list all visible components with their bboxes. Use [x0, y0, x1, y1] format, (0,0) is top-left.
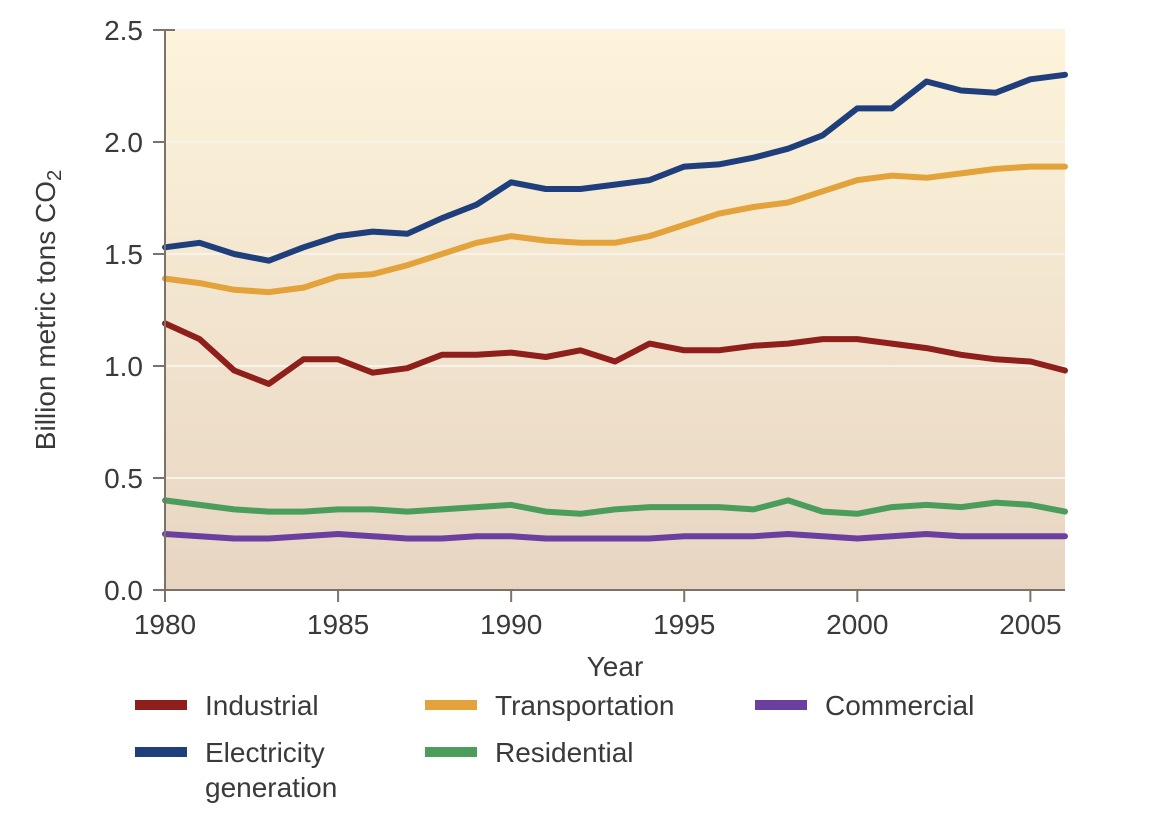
legend-label: Transportation	[495, 688, 675, 723]
y-tick-label: 2.0	[104, 127, 143, 158]
co2-emissions-chart: 0.0 0.5 1.0 1.5 2.0 2.5 1980 1985 1990 1995 2000 20…	[0, 0, 1154, 814]
legend-label: Residential	[495, 735, 634, 770]
legend-label: Commercial	[825, 688, 974, 723]
legend-label: Electricitygeneration	[205, 735, 337, 805]
x-tick-label: 1990	[480, 609, 542, 640]
x-tick-label: 1985	[307, 609, 369, 640]
legend-item: Electricitygeneration	[135, 735, 425, 805]
y-tick-label: 1.5	[104, 239, 143, 270]
y-axis-label: Billion metric tons CO2	[30, 170, 66, 450]
legend-item: Transportation	[425, 688, 755, 723]
chart-svg: 0.0 0.5 1.0 1.5 2.0 2.5 1980 1985 1990 1995 2000 20…	[0, 0, 1154, 680]
legend-item: Residential	[425, 735, 755, 805]
x-tick-label: 1995	[653, 609, 715, 640]
legend-item: Commercial	[755, 688, 1015, 723]
x-axis-label: Year	[587, 651, 644, 680]
legend-swatch	[135, 700, 187, 710]
x-tick-label: 1980	[134, 609, 196, 640]
legend-swatch	[425, 747, 477, 757]
legend-swatch	[425, 700, 477, 710]
y-tick-label: 0.5	[104, 463, 143, 494]
legend-label: Industrial	[205, 688, 319, 723]
y-tick-label: 1.0	[104, 351, 143, 382]
legend-item: Industrial	[135, 688, 425, 723]
x-tick-label: 2005	[999, 609, 1061, 640]
y-tick-label: 2.5	[104, 15, 143, 46]
legend-swatch	[135, 747, 187, 757]
legend: Industrial Transportation Commercial Electr…	[135, 688, 1015, 805]
legend-swatch	[755, 700, 807, 710]
y-tick-label: 0.0	[104, 575, 143, 606]
x-tick-label: 2000	[826, 609, 888, 640]
